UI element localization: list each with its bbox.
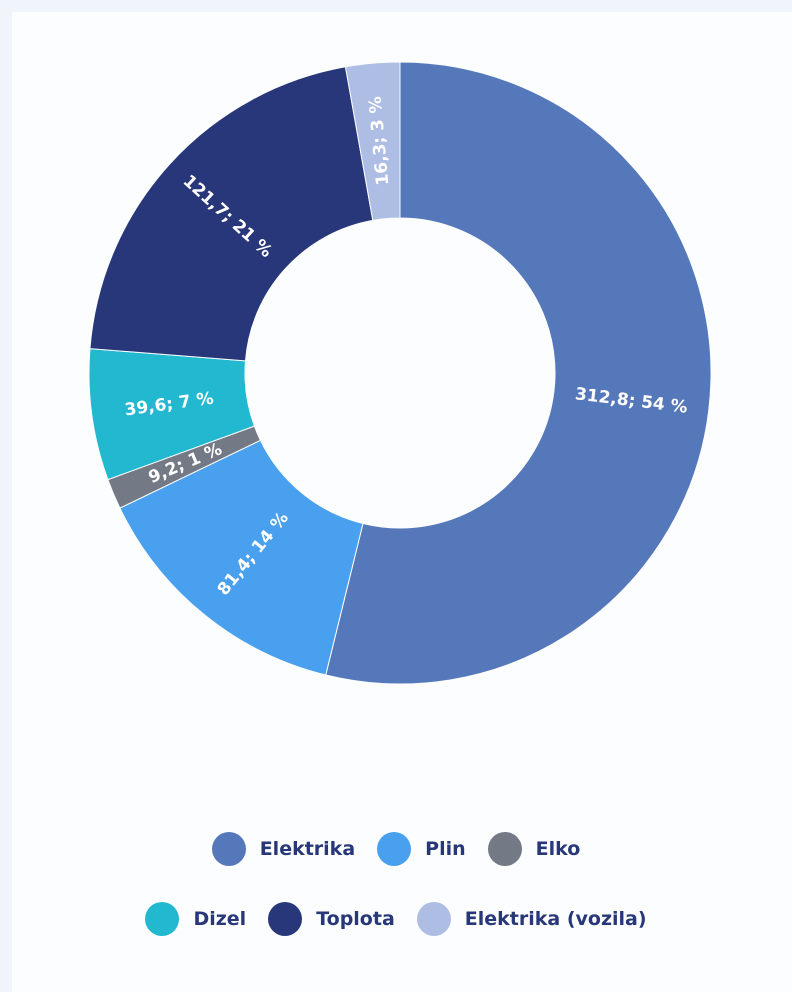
legend-label: Toplota [316,908,395,930]
slice [119,439,364,676]
legend-swatch [416,902,451,936]
legend-item[interactable]: Plin [377,832,466,866]
legend-label: Elektrika (vozila) [464,908,647,930]
legend-row: Elektrika Plin Elko [0,832,792,866]
legend-swatch [377,832,412,866]
legend-label: Dizel [193,908,247,930]
legend-item[interactable]: Elko [487,832,581,866]
legend-row: Dizel Toplota Elektrika (vozila) [0,902,792,936]
legend-item[interactable]: Dizel [145,902,246,936]
chart: 312,8; 54 %81,4; 14 %9,2; 1 %39,6; 7 %12… [88,61,712,685]
slice [344,61,401,221]
legend-label: Elektrika [259,838,356,860]
legend-item[interactable]: Elektrika (vozila) [416,902,647,936]
legend-label: Plin [425,838,466,860]
slice [325,61,712,685]
slice [89,66,374,362]
legend-item[interactable]: Toplota [268,902,395,936]
legend-label: Elko [535,838,581,860]
legend-swatch [268,902,303,936]
legend-swatch [211,832,246,866]
legend-swatch [487,832,522,866]
legend-swatch [145,902,180,936]
legend-item[interactable]: Elektrika [211,832,356,866]
